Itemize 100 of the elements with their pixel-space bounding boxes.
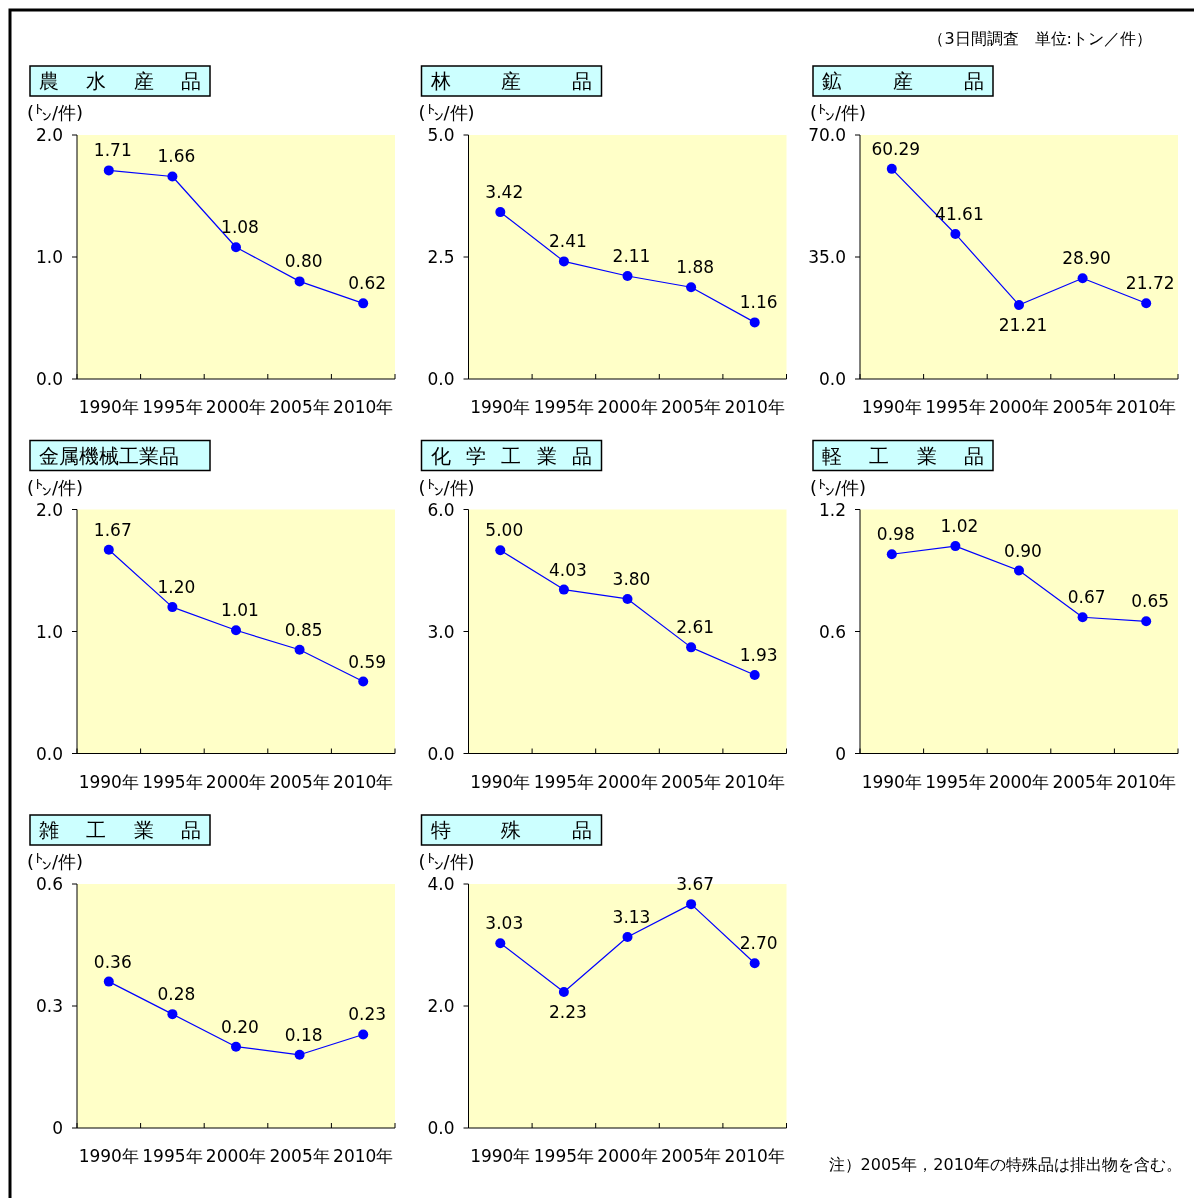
point: [167, 602, 178, 613]
y-tick-label: 1.0: [35, 247, 63, 267]
x-tick-label: 1990年: [78, 771, 139, 792]
point: [103, 544, 114, 555]
text: 60.29: [871, 138, 921, 159]
y-tick-label: 0.6: [35, 874, 63, 894]
text: 2.11: [612, 246, 651, 267]
chart-title: 鉱 産 品: [822, 69, 984, 93]
y-tick-label: 0: [52, 1118, 63, 1138]
x-tick-label: 1990年: [470, 1146, 531, 1166]
chart-title: 軽 工 業 品: [822, 443, 984, 468]
point: [950, 541, 961, 552]
x-tick-label: 1995年: [533, 1146, 595, 1166]
point: [749, 317, 760, 328]
point: [103, 976, 114, 987]
x-tick-label: 2005年: [269, 1146, 330, 1166]
point: [1014, 300, 1024, 311]
point: [558, 584, 569, 595]
y-axis-title: (㌧/件): [27, 476, 84, 498]
point: [167, 1009, 178, 1020]
text: 0.65: [1131, 591, 1170, 612]
x-tick-label: 2010年: [1116, 771, 1177, 792]
x-tick-label: 2000年: [205, 1146, 267, 1166]
y-tick-label: 2.5: [427, 247, 455, 267]
x-tick-label: 2000年: [597, 771, 658, 792]
x-tick-label: 2010年: [724, 771, 785, 792]
y-tick-label: 0.0: [35, 369, 63, 389]
point: [886, 163, 897, 174]
text: 5.00: [485, 520, 524, 541]
y-tick-label: 2.0: [35, 499, 63, 520]
x-tick-label: 1990年: [861, 771, 922, 792]
x-tick-label: 2005年: [660, 397, 722, 417]
text: 注）2005年，2010年の特殊品は排出物を含む。: [828, 1155, 1182, 1174]
point: [622, 932, 633, 943]
y-axis-title: (㌧/件): [418, 851, 475, 872]
text: 1.71: [93, 140, 132, 161]
text: 2.23: [548, 1001, 587, 1022]
point: [358, 676, 369, 687]
y-tick-label: 0.6: [818, 621, 846, 642]
x-tick-label: 2010年: [724, 1146, 785, 1166]
x-tick-label: 2005年: [1052, 771, 1113, 792]
y-axis-title: (㌧/件): [27, 102, 84, 123]
x-tick-label: 2005年: [660, 771, 722, 792]
x-tick-label: 2010年: [1116, 397, 1177, 417]
text: 3.13: [612, 907, 651, 928]
point: [495, 938, 506, 949]
text: 0.85: [284, 619, 323, 640]
x-tick-label: 2010年: [333, 771, 394, 792]
x-tick-label: 2005年: [1052, 397, 1113, 417]
y-tick-label: 0.0: [427, 743, 455, 764]
point: [950, 228, 961, 239]
point: [358, 298, 369, 309]
y-axis-title: (㌧/件): [810, 102, 867, 123]
text: 1.01: [221, 600, 259, 621]
y-axis-title: (㌧/件): [27, 851, 84, 872]
point: [1141, 616, 1152, 627]
text: 3.67: [676, 874, 715, 895]
point: [495, 545, 506, 556]
y-tick-label: 1.0: [35, 621, 63, 642]
y-tick-label: 5.0: [427, 125, 455, 145]
y-tick-label: 0.3: [35, 996, 63, 1016]
y-tick-label: 0: [835, 743, 846, 764]
chart-title: 金属機械工業品: [39, 443, 179, 468]
x-tick-label: 2000年: [205, 397, 267, 417]
text: 0.36: [93, 951, 132, 972]
text: 28.90: [1062, 248, 1111, 269]
x-tick-label: 1990年: [78, 397, 139, 417]
text: 0.28: [157, 984, 196, 1005]
point: [1077, 612, 1088, 623]
text: （3日間調査 単位:トン／件）: [928, 29, 1152, 48]
text: 21.72: [1125, 273, 1175, 294]
text: 2.61: [676, 617, 715, 638]
x-tick-label: 2005年: [269, 397, 330, 417]
y-tick-label: 0.0: [818, 369, 846, 389]
x-tick-label: 2000年: [597, 397, 658, 417]
point: [231, 625, 241, 636]
text: 0.62: [348, 273, 387, 294]
x-tick-label: 2005年: [269, 771, 330, 792]
point: [749, 958, 760, 969]
y-tick-label: 0.0: [427, 369, 455, 389]
x-tick-label: 1990年: [861, 397, 922, 417]
point: [558, 256, 569, 267]
y-axis-title: (㌧/件): [418, 476, 475, 498]
point: [1014, 565, 1024, 576]
text: 1.66: [157, 146, 196, 167]
chart-title: 化 学 工 業 品: [430, 443, 593, 468]
text: 0.18: [284, 1024, 323, 1045]
point: [358, 1029, 369, 1040]
y-tick-label: 0.0: [427, 1118, 455, 1138]
text: 0.59: [348, 651, 387, 672]
point: [686, 899, 697, 910]
point: [749, 670, 760, 681]
text: 0.23: [348, 1004, 387, 1025]
x-tick-label: 2000年: [597, 1146, 658, 1166]
x-tick-label: 1995年: [533, 771, 595, 792]
x-tick-label: 2005年: [660, 1146, 722, 1166]
text: 1.67: [93, 519, 132, 540]
chart-title: 農 水 産 品: [39, 69, 201, 93]
text: 0.20: [221, 1016, 259, 1037]
y-tick-label: 4.0: [427, 874, 455, 894]
